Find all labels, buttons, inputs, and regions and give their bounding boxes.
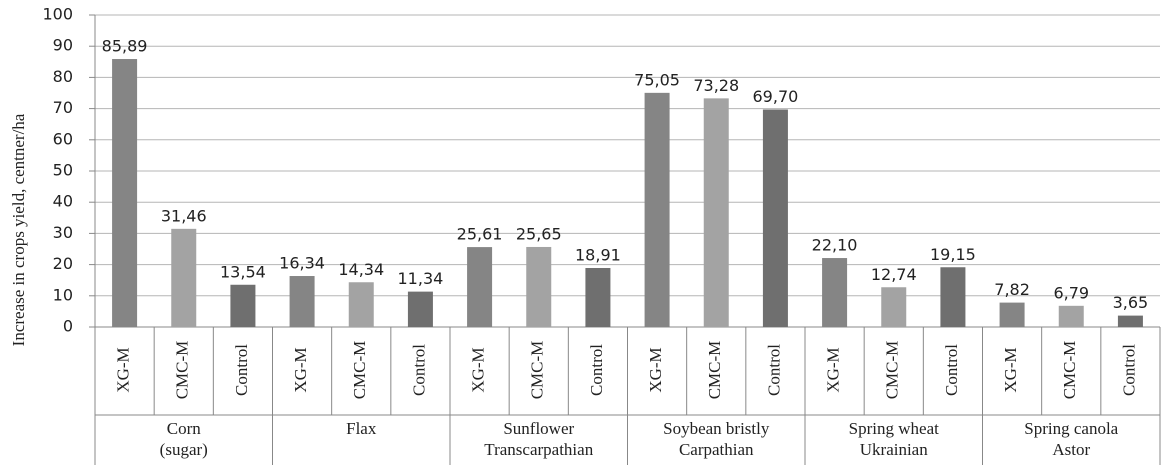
y-tick-label: 50: [53, 161, 73, 180]
x-tick-label: Control: [232, 344, 251, 396]
value-label: 12,74: [871, 265, 917, 284]
bar: [348, 282, 374, 327]
bar: [171, 228, 197, 327]
x-tick-label: Control: [764, 344, 783, 396]
y-tick-label: 80: [53, 67, 73, 86]
x-tick-label: XG-M: [468, 347, 487, 392]
y-tick-label: 30: [53, 223, 73, 242]
group-label: Spring wheat: [849, 419, 939, 438]
bar: [407, 291, 433, 327]
value-label: 13,54: [220, 262, 266, 281]
bar: [940, 267, 966, 327]
bar: [467, 247, 493, 327]
group-label: (sugar): [160, 440, 208, 459]
x-tick-label: CMC-M: [350, 341, 369, 400]
value-label: 25,65: [516, 224, 562, 243]
value-label: 16,34: [279, 254, 325, 273]
value-label: 75,05: [634, 70, 680, 89]
value-label: 22,10: [812, 236, 858, 255]
bar: [881, 287, 907, 327]
group-label: Flax: [346, 419, 377, 438]
x-tick-label: XG-M: [291, 347, 310, 392]
bar: [999, 302, 1025, 327]
value-label: 69,70: [753, 87, 799, 106]
value-label: 25,61: [457, 225, 503, 244]
value-label: 11,34: [398, 269, 444, 288]
group-label: Spring canola: [1024, 419, 1118, 438]
value-label: 3,65: [1113, 293, 1149, 312]
y-tick-label: 40: [53, 192, 73, 211]
group-label: Transcarpathian: [484, 440, 593, 459]
value-label: 18,91: [575, 246, 621, 265]
value-label: 85,89: [102, 37, 148, 56]
x-tick-label: CMC-M: [173, 341, 192, 400]
value-label: 14,34: [338, 260, 384, 279]
group-label: Corn: [167, 419, 202, 438]
x-tick-label: Control: [587, 344, 606, 396]
y-tick-label: 20: [53, 254, 73, 273]
bar: [585, 268, 611, 327]
group-label: Sunflower: [503, 419, 574, 438]
x-tick-label: Control: [942, 344, 961, 396]
bar: [1058, 305, 1084, 327]
x-tick-label: CMC-M: [883, 341, 902, 400]
x-tick-label: Control: [1119, 344, 1138, 396]
bar: [230, 284, 256, 327]
value-label: 73,28: [693, 76, 739, 95]
y-tick-label: 70: [53, 98, 73, 117]
bar: [112, 59, 138, 328]
group-label: Carpathian: [679, 440, 754, 459]
x-tick-label: XG-M: [113, 347, 132, 392]
x-tick-label: XG-M: [823, 347, 842, 392]
y-tick-label: 0: [63, 317, 73, 336]
group-label: Astor: [1052, 440, 1090, 459]
group-label: Soybean bristly: [663, 419, 770, 438]
value-label: 31,46: [161, 206, 207, 225]
y-tick-label: 90: [53, 36, 73, 55]
value-label: 7,82: [994, 280, 1030, 299]
x-tick-label: XG-M: [1001, 347, 1020, 392]
group-label: Ukrainian: [860, 440, 928, 459]
y-tick-label: 100: [42, 5, 73, 24]
bar: [822, 258, 848, 327]
bar: [703, 98, 729, 328]
x-tick-label: Control: [409, 344, 428, 396]
y-tick-label: 60: [53, 129, 73, 148]
bar: [526, 246, 552, 327]
x-tick-label: XG-M: [646, 347, 665, 392]
y-tick-label: 10: [53, 285, 73, 304]
y-axis-label: Increase in crops yield, centner/ha: [9, 113, 28, 346]
bar: [762, 109, 788, 327]
value-label: 19,15: [930, 245, 976, 264]
x-tick-label: CMC-M: [1060, 341, 1079, 400]
bar: [1117, 315, 1143, 327]
bar: [289, 276, 315, 327]
x-tick-label: CMC-M: [528, 341, 547, 400]
x-tick-label: CMC-M: [705, 341, 724, 400]
bar: [644, 92, 670, 328]
value-label: 6,79: [1053, 283, 1089, 302]
